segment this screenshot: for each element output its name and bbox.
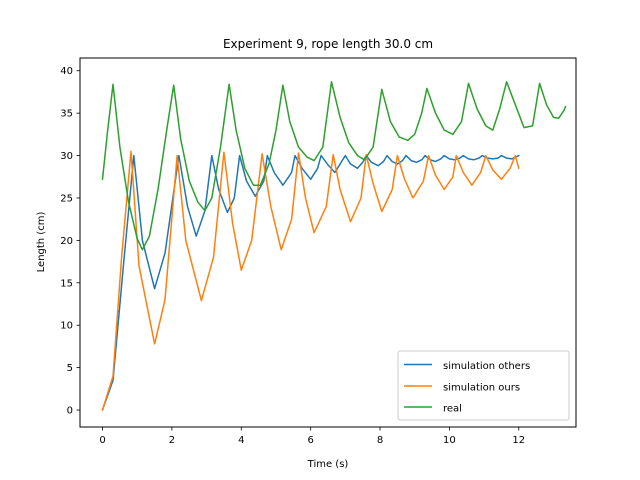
x-axis-label: Time (s) (307, 459, 349, 470)
legend: simulation others simulation ours real (397, 350, 570, 421)
series-line-real (101, 81, 567, 251)
x-tick-label: 0 (99, 435, 105, 446)
y-tick-label: 15 (60, 278, 73, 289)
y-tick-label: 40 (60, 66, 73, 77)
series-line-simulation-ours (101, 150, 520, 411)
y-tick-label: 5 (67, 363, 73, 374)
legend-label-real: real (443, 404, 462, 415)
x-tick-label: 12 (512, 435, 525, 446)
x-tick-label: 4 (238, 435, 244, 446)
legend-box (397, 350, 570, 421)
x-tick-label: 2 (169, 435, 175, 446)
x-axis-ticks: 0 2 4 6 8 10 12 (99, 427, 525, 446)
y-tick-label: 35 (60, 109, 73, 120)
y-tick-label: 25 (60, 193, 73, 204)
x-tick-label: 6 (307, 435, 313, 446)
series-layer (101, 81, 567, 411)
y-tick-label: 10 (60, 321, 73, 332)
y-tick-label: 30 (60, 151, 73, 162)
chart-title: Experiment 9, rope length 30.0 cm (223, 37, 433, 51)
legend-label-simulation-others: simulation others (443, 361, 530, 372)
y-tick-label: 0 (67, 406, 73, 417)
plot-frame (79, 57, 577, 428)
legend-label-simulation-ours: simulation ours (443, 383, 520, 394)
x-tick-label: 8 (377, 435, 383, 446)
y-axis-ticks: 0 5 10 15 20 25 30 35 40 (60, 66, 80, 417)
series-line-simulation-others (101, 154, 520, 411)
x-tick-label: 10 (443, 435, 456, 446)
y-tick-label: 20 (60, 236, 73, 247)
y-axis-label: Length (cm) (36, 212, 47, 273)
